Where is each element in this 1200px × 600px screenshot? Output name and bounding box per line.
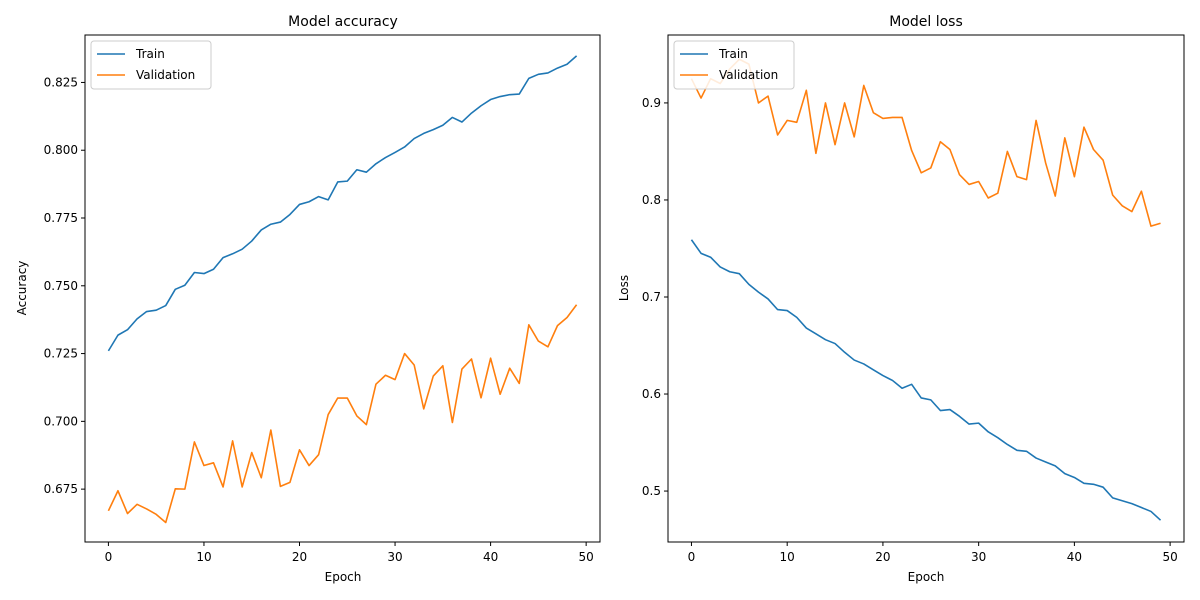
loss-x-tick-label: 20 xyxy=(875,550,890,564)
accuracy-y-axis-label: Accuracy xyxy=(15,261,29,316)
loss-y-tick-label: 0.9 xyxy=(642,96,661,110)
accuracy-series-line-train xyxy=(107,55,578,352)
accuracy-x-tick-label: 10 xyxy=(196,550,211,564)
loss-legend-box xyxy=(673,40,795,90)
loss-x-tick-label: 50 xyxy=(1162,550,1177,564)
accuracy-plot-frame xyxy=(84,34,601,543)
loss-x-tick-label: 30 xyxy=(971,550,986,564)
loss-x-axis-label: Epoch xyxy=(908,570,945,584)
accuracy-x-tick-label: 30 xyxy=(387,550,402,564)
accuracy-legend-box xyxy=(90,40,212,90)
loss-x-tick-label: 40 xyxy=(1067,550,1082,564)
accuracy-legend-validation-label: Validation xyxy=(136,68,195,82)
loss-chart-title: Model loss xyxy=(889,14,963,30)
loss-y-axis-label: Loss xyxy=(617,275,631,301)
accuracy-y-tick-label: 0.675 xyxy=(44,482,78,496)
accuracy-x-tick-label: 0 xyxy=(105,550,113,564)
accuracy-series-line-validation xyxy=(107,304,578,524)
accuracy-y-tick-label: 0.750 xyxy=(44,279,78,293)
loss-legend: Train Validation xyxy=(673,40,795,90)
accuracy-y-tick-label: 0.825 xyxy=(44,75,78,89)
loss-x-tick-label: 0 xyxy=(688,550,696,564)
accuracy-y-tick-label: 0.775 xyxy=(44,211,78,225)
loss-x-tick-label: 10 xyxy=(780,550,795,564)
loss-y-tick-label: 0.5 xyxy=(642,484,661,498)
loss-legend-validation-label: Validation xyxy=(719,68,778,82)
loss-legend-train-label: Train xyxy=(718,47,748,61)
accuracy-ticks: 0 10 20 30 40 50 0.675 0.700 0.725 0.750 0.775 0.80… xyxy=(44,75,594,564)
loss-y-tick-label: 0.6 xyxy=(642,387,661,401)
accuracy-y-tick-label: 0.700 xyxy=(44,414,78,428)
accuracy-chart: Model accuracy 0 10 20 30 40 50 0.675 0.700 0.72… xyxy=(15,14,601,584)
accuracy-y-tick-label: 0.800 xyxy=(44,143,78,157)
accuracy-legend-train-label: Train xyxy=(135,47,165,61)
loss-chart: Model loss 0 10 20 30 40 50 0.5 0.6 0.7 0.8 0.9 Tr… xyxy=(617,14,1185,584)
loss-series-line-train xyxy=(690,239,1162,521)
accuracy-legend: Train Validation xyxy=(90,40,212,90)
accuracy-x-axis-label: Epoch xyxy=(325,570,362,584)
accuracy-lines xyxy=(107,55,578,524)
loss-y-tick-label: 0.8 xyxy=(642,193,661,207)
loss-ticks: 0 10 20 30 40 50 0.5 0.6 0.7 0.8 0.9 xyxy=(642,96,1178,564)
accuracy-x-tick-label: 20 xyxy=(292,550,307,564)
accuracy-x-tick-label: 40 xyxy=(483,550,498,564)
accuracy-chart-title: Model accuracy xyxy=(288,14,398,30)
loss-lines xyxy=(690,58,1162,521)
loss-y-tick-label: 0.7 xyxy=(642,290,661,304)
accuracy-y-tick-label: 0.725 xyxy=(44,347,78,361)
loss-series-line-validation xyxy=(690,58,1161,227)
loss-plot-frame xyxy=(667,34,1185,543)
accuracy-x-tick-label: 50 xyxy=(579,550,594,564)
